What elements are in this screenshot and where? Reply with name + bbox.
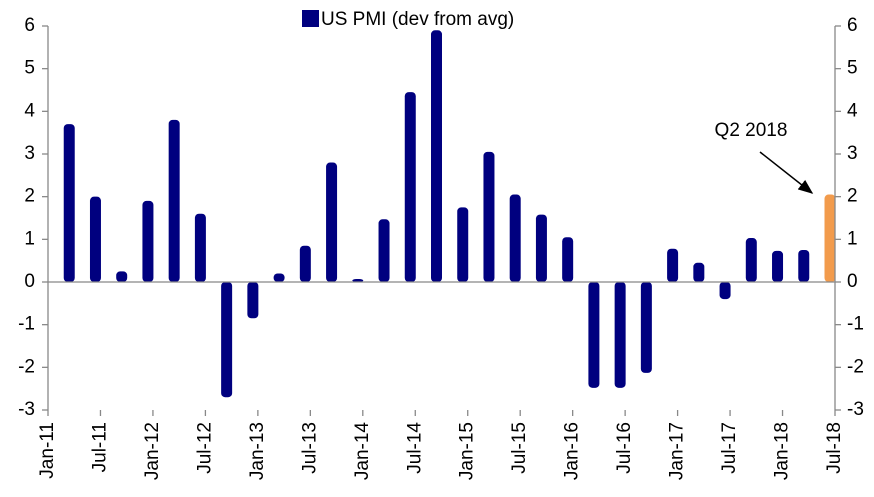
- x-tick-label: Jul-12: [194, 422, 215, 474]
- bar: [378, 219, 390, 282]
- x-tick-label: Jul-17: [719, 422, 740, 474]
- bar: [63, 124, 75, 282]
- bar: [48, 177, 49, 280]
- bar: [194, 213, 206, 282]
- x-tick-label: Jan-13: [247, 422, 268, 480]
- bar: [457, 207, 469, 282]
- x-tick-label: Jan-12: [142, 422, 163, 480]
- y-tick-label: 5: [24, 58, 35, 79]
- y-tick-label: 6: [24, 15, 35, 36]
- x-tick-label: Jul-14: [404, 422, 425, 474]
- y-tick-label: 4: [24, 100, 35, 121]
- bars: [48, 30, 835, 398]
- x-tick-label: Jul-15: [509, 422, 530, 474]
- bar: [89, 196, 101, 282]
- y-tick-label: -1: [18, 314, 35, 335]
- bar: [273, 273, 285, 282]
- x-tick-label: Jan-15: [457, 422, 478, 480]
- y-tick-label: 3: [24, 143, 35, 164]
- y2-tick-label: 3: [847, 143, 858, 164]
- bar: [116, 271, 128, 282]
- x-tick-label: Jul-11: [89, 422, 110, 472]
- y-tick-label: 0: [24, 271, 35, 292]
- y2-tick-label: 5: [847, 58, 858, 79]
- y2-tick-label: 4: [847, 100, 858, 121]
- y-tick-label: 1: [24, 228, 35, 249]
- annotation-arrow: [759, 151, 814, 194]
- x-tick-label: Jan-17: [667, 422, 688, 480]
- y-tick-label: -3: [18, 399, 35, 420]
- x-tick-label: Jul-18: [824, 422, 845, 474]
- x-tick-label: Jul-16: [614, 422, 635, 474]
- x-tick-label: Jan-18: [772, 422, 793, 480]
- y2-tick-label: 1: [847, 228, 858, 249]
- y2-tick-label: -1: [847, 314, 864, 335]
- bar: [772, 250, 784, 282]
- bar: [168, 119, 180, 282]
- y2-tick-label: 0: [847, 271, 858, 292]
- bar: [614, 282, 626, 388]
- bar: [247, 282, 259, 319]
- bar: [509, 194, 521, 282]
- bar: [404, 92, 416, 282]
- annotation: Q2 2018: [715, 120, 788, 141]
- bar: [483, 151, 495, 282]
- bar: [326, 162, 338, 282]
- bar: [798, 250, 810, 282]
- bar: [693, 262, 705, 282]
- bar: [562, 237, 574, 282]
- bar: [431, 30, 442, 283]
- bar: [221, 282, 233, 398]
- y2-tick-label: 6: [847, 15, 858, 36]
- bar: [142, 200, 154, 282]
- legend-label: US PMI (dev from avg): [321, 9, 514, 30]
- bar: [745, 238, 757, 282]
- y2-tick-label: 2: [847, 186, 858, 207]
- x-tick-label: Jan-14: [352, 422, 373, 481]
- legend-swatch: [302, 10, 319, 27]
- bar: [535, 214, 547, 282]
- bar: [352, 279, 364, 282]
- y-tick-label: 2: [24, 186, 35, 207]
- y-tick-label: -2: [18, 356, 35, 377]
- x-tick-label: Jul-13: [299, 422, 320, 474]
- bar: [719, 282, 731, 300]
- x-tick-label: Jan-11: [37, 422, 58, 479]
- y2-tick-label: -3: [847, 399, 864, 420]
- bar: [299, 245, 311, 282]
- bar: [824, 194, 835, 282]
- bar: [588, 282, 600, 388]
- bar: [667, 248, 679, 282]
- y2-tick-label: -2: [847, 356, 864, 377]
- bar: [640, 282, 652, 373]
- x-tick-label: Jan-16: [562, 422, 583, 480]
